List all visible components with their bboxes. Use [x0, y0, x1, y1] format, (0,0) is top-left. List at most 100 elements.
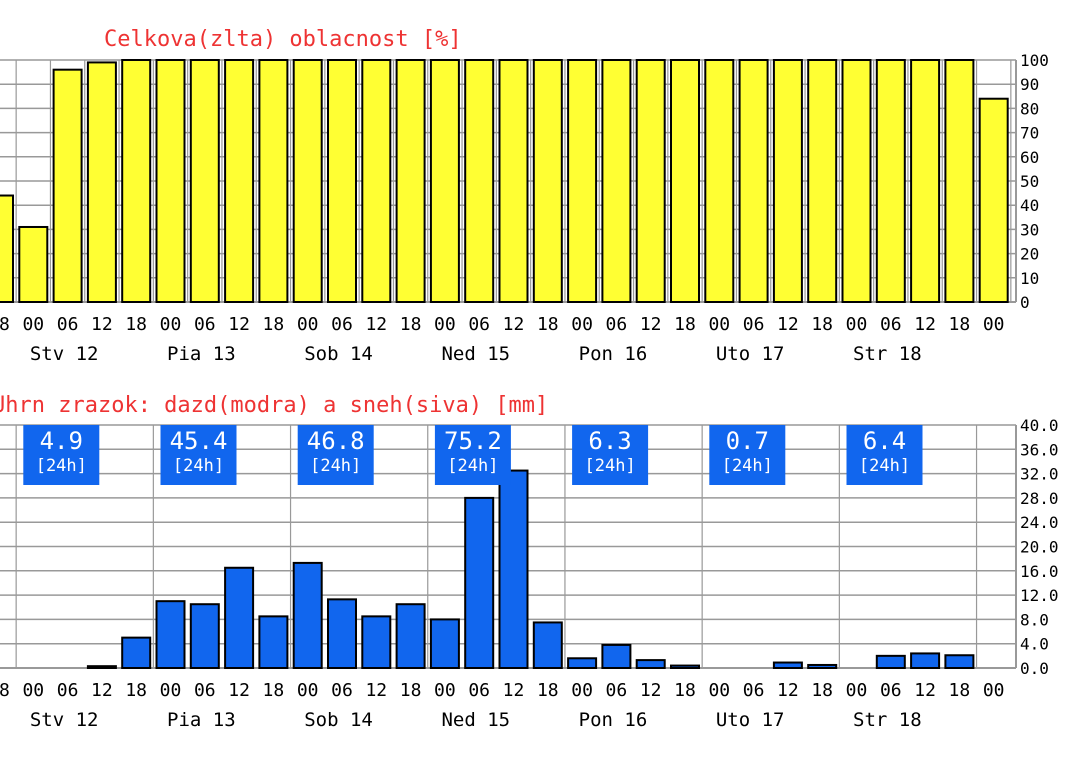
bar-00: [292, 561, 323, 670]
x-tick-label: 18: [811, 314, 833, 335]
x-tick-label: 18: [263, 680, 285, 701]
x-tick-label: 12: [365, 680, 387, 701]
x-tick-label: 00: [846, 680, 868, 701]
bar-00: [567, 657, 598, 670]
daily-total-unit: [24h]: [585, 456, 636, 476]
x-tick-label: 00: [297, 680, 319, 701]
bar-00: [429, 59, 460, 303]
y-tick-label: 28.0: [1020, 489, 1059, 508]
bar-00: [429, 618, 460, 670]
bar-18: [532, 59, 563, 303]
x-tick-label: 06: [606, 314, 628, 335]
x-tick-label: 18: [537, 314, 559, 335]
x-tick-label: 00: [846, 314, 868, 335]
x-tick-label: 12: [503, 680, 525, 701]
x-tick-label: 00: [708, 680, 730, 701]
bar-00: [841, 59, 872, 303]
bar-06: [327, 59, 357, 303]
x-tick-label: 12: [914, 680, 936, 701]
x-tick-label: 12: [228, 314, 250, 335]
bar-12: [361, 59, 392, 303]
bar-12: [498, 469, 529, 669]
x-tick-label: 00: [983, 314, 1005, 335]
y-tick-label: 0: [1020, 293, 1030, 312]
x-tick-label: 12: [228, 680, 250, 701]
day-label: Str 18: [853, 343, 922, 365]
x-tick-label: 00: [160, 314, 182, 335]
bar-00: [567, 59, 598, 303]
bar-06: [601, 59, 632, 303]
bar-06: [327, 598, 357, 669]
x-tick-label: 06: [880, 314, 902, 335]
daily-total-unit: [24h]: [36, 456, 87, 476]
daily-total-badge: [846, 425, 923, 485]
x-tick-label: 00: [434, 680, 456, 701]
daily-total-unit: [24h]: [447, 456, 498, 476]
y-tick-label: 32.0: [1020, 465, 1059, 484]
x-tick-label: 06: [468, 314, 490, 335]
y-tick-label: 20: [1020, 245, 1039, 264]
day-label: Pon 16: [579, 343, 648, 365]
x-tick-label: 06: [743, 680, 765, 701]
x-tick-label: 18: [0, 680, 10, 701]
x-tick-label: 00: [571, 314, 593, 335]
bar-06: [189, 59, 220, 303]
daily-total-value: 4.9: [40, 427, 83, 455]
y-tick-label: 40: [1020, 196, 1039, 215]
bar-12: [86, 61, 117, 303]
daily-total-badge: [160, 425, 237, 485]
x-tick-label: 18: [949, 680, 971, 701]
bar-12: [910, 652, 941, 669]
bar-12: [498, 59, 529, 303]
bar-18: [395, 603, 426, 670]
x-tick-label: 00: [434, 314, 456, 335]
bar-18: [532, 621, 563, 669]
bar-18: [258, 59, 289, 303]
x-tick-label: 12: [365, 314, 387, 335]
day-label: Pia 13: [167, 709, 236, 731]
bar-06: [464, 496, 495, 669]
bar-12: [635, 59, 666, 303]
bar-18: [944, 59, 975, 303]
x-tick-label: 06: [331, 314, 353, 335]
bar-18: [258, 615, 289, 669]
x-tick-label: 12: [91, 680, 113, 701]
daily-total-value: 6.4: [863, 427, 906, 455]
day-label: Str 18: [853, 709, 922, 731]
x-tick-label: 06: [468, 680, 490, 701]
day-label: Stv 12: [30, 709, 99, 731]
x-tick-label: 12: [640, 314, 662, 335]
x-tick-label: 18: [949, 314, 971, 335]
x-tick-label: 18: [674, 680, 696, 701]
x-tick-label: 00: [708, 314, 730, 335]
x-tick-label: 12: [91, 314, 113, 335]
bar-12: [635, 659, 666, 669]
bar-06: [875, 59, 906, 303]
daily-total-unit: [24h]: [173, 456, 224, 476]
bar-18: [670, 664, 700, 670]
bar-00: [155, 600, 186, 669]
x-tick-label: 06: [194, 314, 216, 335]
bar-00: [18, 225, 49, 303]
daily-total-value: 45.4: [170, 427, 228, 455]
bar-00: [292, 59, 323, 303]
x-tick-label: 00: [297, 314, 319, 335]
y-tick-label: 12.0: [1020, 586, 1059, 605]
daily-total-unit: [24h]: [859, 456, 910, 476]
daily-total-unit: [24h]: [310, 456, 361, 476]
bar-18: [670, 59, 700, 303]
x-tick-label: 18: [125, 314, 147, 335]
day-label: Ned 15: [441, 343, 510, 365]
chart-title-1: Uhrn zrazok: dazd(modra) a sneh(siva) [m…: [0, 393, 548, 418]
bar-00: [978, 97, 1009, 303]
y-tick-label: 100: [1020, 51, 1049, 70]
x-tick-label: 12: [914, 314, 936, 335]
bar-12: [910, 59, 941, 303]
y-tick-label: 40.0: [1020, 416, 1059, 435]
daily-total-value: 46.8: [307, 427, 365, 455]
bar-12: [86, 665, 117, 669]
y-tick-label: 8.0: [1020, 610, 1049, 629]
x-tick-label: 18: [674, 314, 696, 335]
